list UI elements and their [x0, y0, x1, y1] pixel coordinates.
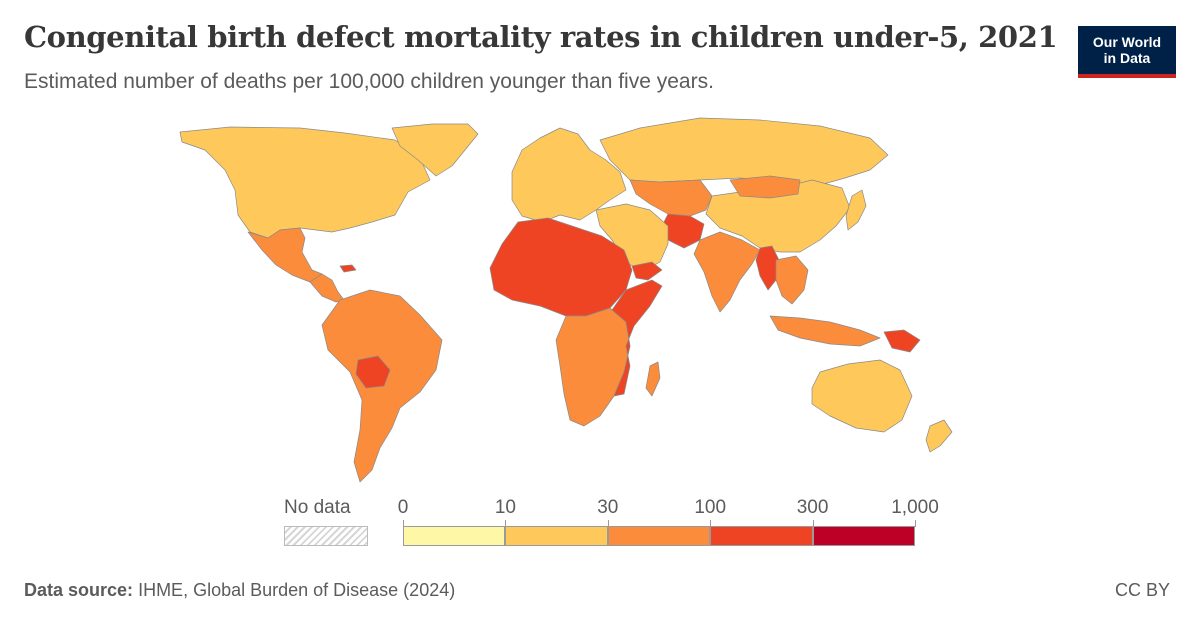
legend-tick-mark-4: [812, 520, 814, 527]
legend-tick-label-0: 0: [397, 497, 409, 518]
chart-subtitle: Estimated number of deaths per 100,000 c…: [24, 70, 714, 93]
region-central-america[interactable]: [309, 273, 345, 303]
legend-tick-mark-1: [505, 520, 507, 527]
legend-bin-0[interactable]: [403, 526, 506, 546]
region-japan[interactable]: [845, 189, 867, 231]
region-north-america[interactable]: [179, 126, 431, 239]
legend-bin-4[interactable]: [812, 526, 915, 546]
region-central-southern-africa[interactable]: [555, 307, 631, 427]
license[interactable]: CC BY: [1114, 580, 1170, 600]
region-mexico[interactable]: [247, 227, 323, 283]
owid-logo[interactable]: Our World in Data: [1078, 26, 1176, 78]
data-source-label: Data source:: [24, 580, 134, 600]
region-madagascar[interactable]: [645, 361, 661, 397]
no-data-swatch: [284, 526, 368, 546]
region-haiti[interactable]: [339, 264, 357, 273]
region-papua-new-guinea[interactable]: [883, 329, 921, 353]
region-bolivia[interactable]: [355, 355, 391, 389]
legend-tick-label-3: 100: [694, 497, 727, 518]
region-mongolia[interactable]: [729, 175, 801, 199]
legend-bin-1[interactable]: [505, 526, 608, 546]
logo-line-1: Our World: [1092, 34, 1162, 50]
legend-tick-mark-5: [915, 520, 916, 527]
region-myanmar[interactable]: [755, 245, 781, 291]
region-australia[interactable]: [811, 359, 913, 433]
logo-line-2: in Data: [1103, 50, 1151, 66]
region-central-asia[interactable]: [629, 179, 713, 217]
region-new-zealand[interactable]: [925, 419, 953, 453]
legend-tick-label-1: 10: [494, 497, 516, 518]
legend-bin-2[interactable]: [607, 526, 711, 546]
region-greenland[interactable]: [391, 123, 479, 177]
region-southeast-asia[interactable]: [775, 255, 809, 305]
no-data-label: No data: [284, 497, 351, 518]
chart-title: Congenital birth defect mortality rates …: [24, 20, 1058, 54]
legend-tick-label-2: 30: [597, 497, 619, 518]
region-yemen[interactable]: [631, 261, 663, 281]
data-source-text[interactable]: IHME, Global Burden of Disease (2024): [138, 580, 456, 600]
region-south-asia[interactable]: [693, 231, 761, 313]
data-source: Data source: IHME, Global Burden of Dise…: [24, 580, 455, 601]
region-middle-east[interactable]: [595, 203, 669, 273]
region-indonesia[interactable]: [769, 315, 881, 347]
legend-tick-label-5: 1,000: [891, 497, 939, 518]
legend-tick-mark-2: [607, 520, 609, 527]
legend-bin-3[interactable]: [710, 526, 813, 546]
region-russia[interactable]: [599, 117, 889, 186]
region-east-africa[interactable]: [611, 279, 663, 397]
legend-tick-label-4: 300: [796, 497, 829, 518]
legend-tick-mark-3: [710, 520, 712, 527]
legend-tick-mark-0: [403, 520, 404, 527]
